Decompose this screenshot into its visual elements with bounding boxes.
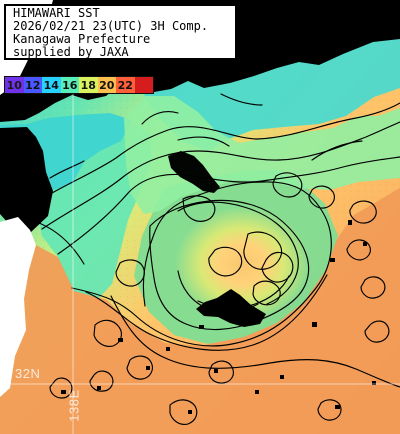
legend-16: 16 [60, 77, 79, 93]
black-land-izu-peninsula [168, 151, 220, 193]
green-shelf-water [124, 96, 400, 214]
legend-14: 14 [42, 77, 61, 93]
black-land-west [0, 127, 53, 232]
white-cloud-gap-left [0, 217, 36, 397]
contour-lines [29, 93, 400, 425]
graticule-lines [0, 78, 400, 434]
legend-18: 18 [79, 77, 98, 93]
title-line-3: Kanagawa Prefecture [13, 32, 151, 46]
legend-12: 12 [23, 77, 42, 93]
warm-south-water [0, 188, 400, 434]
small-black-islands [61, 220, 376, 414]
title-line-1: HIMAWARI SST [13, 6, 100, 20]
legend-max [134, 77, 153, 93]
longitude-label: 138E [66, 389, 82, 422]
map-title-box: HIMAWARI SST 2026/02/21 23(UTC) 3H Comp.… [4, 4, 237, 60]
legend-10: 10 [5, 77, 24, 93]
title-line-4: supplied by JAXA [13, 45, 129, 59]
title-line-2: 2026/02/21 23(UTC) 3H Comp. [13, 19, 209, 33]
legend-20: 20 [97, 77, 116, 93]
central-warm-eddy [134, 170, 338, 344]
latitude-label: 32N [15, 366, 41, 381]
temperature-legend: 10 12 14 16 18 20 22 [4, 76, 154, 94]
legend-22: 22 [116, 77, 135, 93]
